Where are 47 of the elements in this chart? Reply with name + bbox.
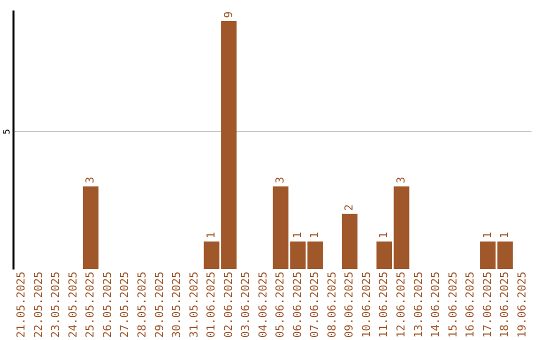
bar bbox=[82, 186, 98, 269]
data-label: 1 bbox=[480, 232, 494, 238]
bar bbox=[480, 241, 496, 269]
x-tick-label: 05.06.2025 bbox=[274, 272, 287, 338]
data-label: 9 bbox=[222, 11, 235, 18]
x-tick-label: 02.06.2025 bbox=[222, 272, 235, 338]
data-label: 1 bbox=[204, 232, 218, 238]
y-tick-label: 5 bbox=[2, 129, 12, 134]
x-tick-label: 01.06.2025 bbox=[204, 272, 218, 338]
x-tick-label: 06.06.2025 bbox=[290, 272, 304, 338]
data-label: 3 bbox=[394, 176, 408, 184]
bar bbox=[307, 241, 323, 269]
x-tick-label: 09.06.2025 bbox=[342, 272, 356, 338]
data-label: 3 bbox=[274, 176, 287, 184]
bar bbox=[497, 241, 513, 269]
x-tick-label: 28.05.2025 bbox=[136, 272, 148, 338]
x-tick-label: 04.06.2025 bbox=[256, 272, 270, 338]
x-tick-label: 25.05.2025 bbox=[84, 272, 97, 338]
x-tick-label: 31.05.2025 bbox=[187, 272, 200, 338]
x-tick-label: 15.06.2025 bbox=[446, 272, 460, 338]
x-tick-label: 22.05.2025 bbox=[32, 272, 45, 338]
x-tick-label: 21.05.2025 bbox=[14, 272, 28, 338]
data-label: 1 bbox=[377, 232, 390, 238]
data-label: 2 bbox=[342, 204, 356, 211]
data-label: 1 bbox=[498, 232, 512, 238]
x-tick-label: 13.06.2025 bbox=[412, 272, 425, 338]
bar bbox=[342, 214, 358, 269]
x-tick-label: 26.05.2025 bbox=[100, 272, 114, 338]
x-tick-label: 03.06.2025 bbox=[239, 272, 252, 338]
x-tick-label: 29.05.2025 bbox=[152, 272, 166, 338]
x-tick-label: 24.05.2025 bbox=[66, 272, 80, 338]
x-tick-label: 11.06.2025 bbox=[377, 272, 390, 338]
x-tick-label: 12.06.2025 bbox=[394, 272, 408, 338]
x-tick-label: 23.05.2025 bbox=[49, 272, 62, 338]
x-tick-label: 10.06.2025 bbox=[360, 272, 373, 338]
x-tick-label: 27.05.2025 bbox=[118, 272, 132, 338]
data-label: 1 bbox=[290, 232, 304, 238]
x-tick-label: 08.06.2025 bbox=[325, 272, 338, 338]
data-label: 3 bbox=[84, 176, 97, 184]
x-tick-label: 19.06.2025 bbox=[515, 272, 528, 338]
x-tick-label: 14.06.2025 bbox=[429, 272, 442, 338]
data-label: 1 bbox=[308, 232, 322, 238]
x-tick-label: 18.06.2025 bbox=[498, 272, 512, 338]
x-tick-label: 16.06.2025 bbox=[464, 272, 477, 338]
x-tick-label: 07.06.2025 bbox=[308, 272, 322, 338]
x-tick-label: 30.05.2025 bbox=[170, 272, 184, 338]
x-tick-label: 17.06.2025 bbox=[480, 272, 494, 338]
